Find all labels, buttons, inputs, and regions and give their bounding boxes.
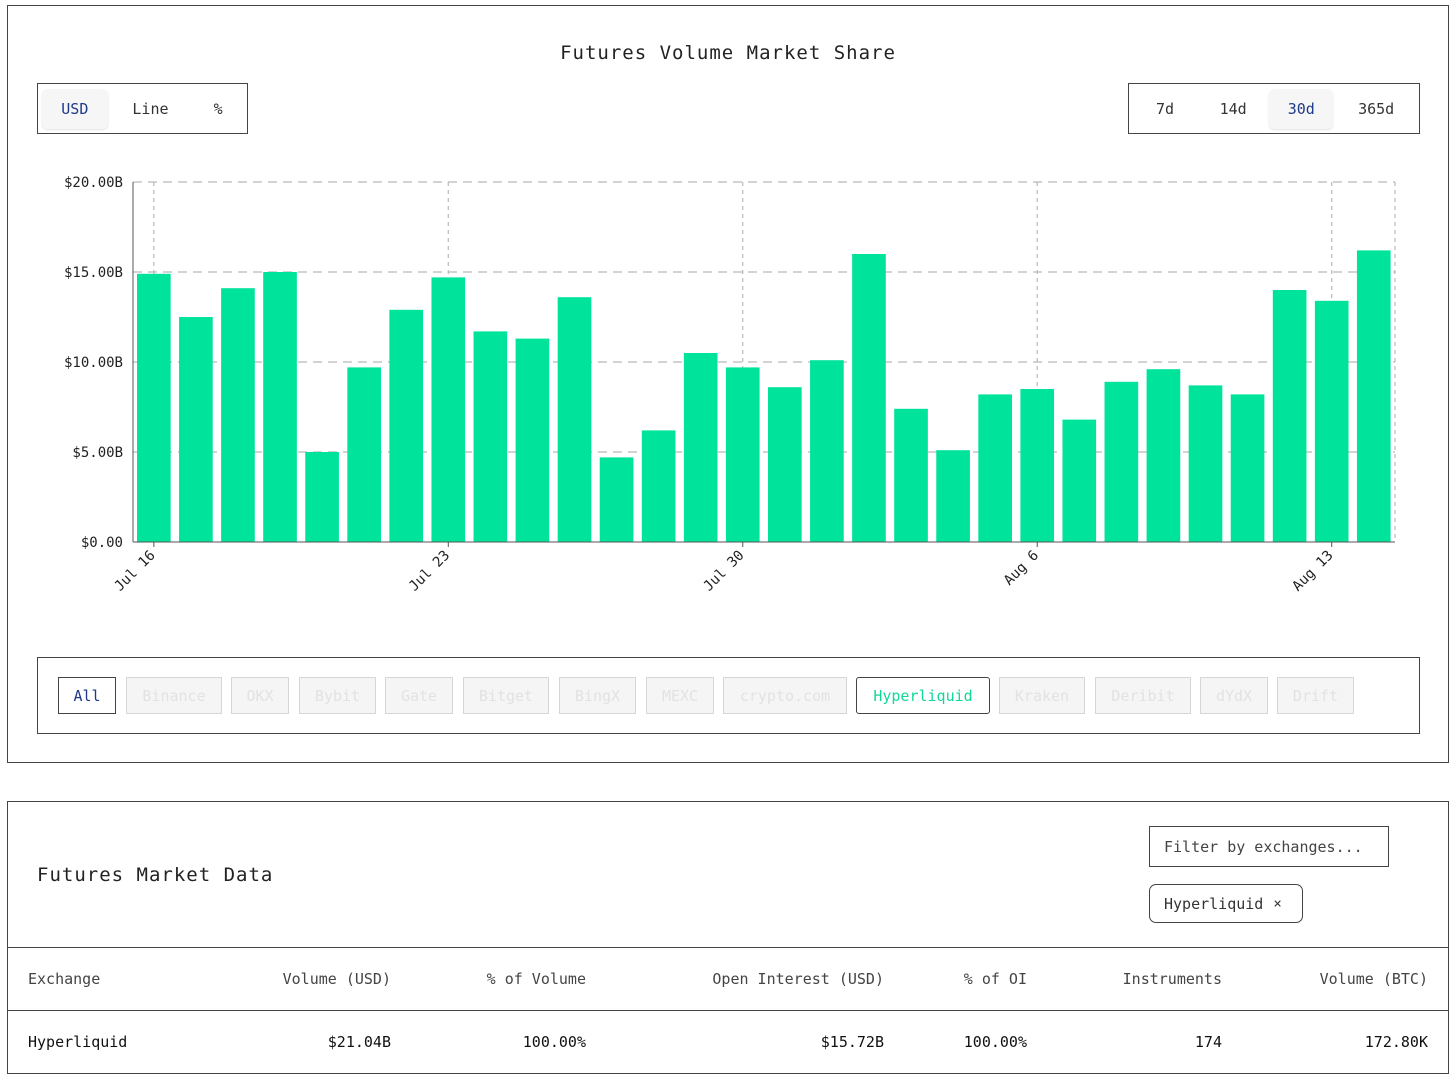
exchange-chip-okx[interactable]: OKX xyxy=(231,677,289,714)
view-option-percent[interactable]: % xyxy=(213,99,223,118)
y-tick-label: $20.00B xyxy=(64,175,123,191)
y-tick-label: $10.00B xyxy=(64,355,123,371)
exchange-chip-crypto-com[interactable]: crypto.com xyxy=(723,677,847,714)
cell-percent-oi: 100.00% xyxy=(963,1033,1027,1052)
column-header-exchange[interactable]: Exchange xyxy=(8,947,168,1011)
exchange-chip-binance[interactable]: Binance xyxy=(126,677,222,714)
remove-filter-icon[interactable]: × xyxy=(1273,895,1282,912)
column-header-instruments[interactable]: Instruments xyxy=(1047,947,1242,1011)
bar-aug-10 xyxy=(1188,385,1223,542)
bar-jul-16 xyxy=(137,273,171,542)
bar-jul-28 xyxy=(641,430,676,542)
bar-jul-27 xyxy=(599,457,634,542)
column-header-volume-btc[interactable]: Volume (BTC) xyxy=(1242,947,1448,1011)
bar-aug-12 xyxy=(1272,290,1307,542)
bar-aug-2 xyxy=(852,254,886,542)
exchange-chip-bitget[interactable]: Bitget xyxy=(463,677,549,714)
chart-title: Futures Volume Market Share xyxy=(560,42,896,64)
bar-jul-18 xyxy=(221,288,255,542)
bar-jul-20 xyxy=(305,452,339,542)
bar-jul-31 xyxy=(768,387,802,542)
column-header-percent-volume[interactable]: % of Volume xyxy=(411,947,606,1011)
bar-jul-24 xyxy=(473,331,508,542)
view-option-line[interactable]: Line xyxy=(132,99,169,118)
bar-aug-1 xyxy=(810,360,844,542)
cell-volume-btc: 172.80K xyxy=(1364,1033,1428,1052)
bar-jul-19 xyxy=(263,272,297,542)
market-data-table: Exchange Volume (USD) % of Volume Open I… xyxy=(8,947,1448,1074)
bar-jul-29 xyxy=(683,353,718,542)
y-tick-label: $0.00 xyxy=(81,535,123,551)
bar-chart: $0.00 $5.00B $10.00B $15.00B $20.00B Jul 16 Ju… xyxy=(64,175,1396,595)
cell-percent-volume: 100.00% xyxy=(522,1033,586,1052)
bar-aug-8 xyxy=(1104,381,1139,542)
bar-jul-23 xyxy=(431,277,466,542)
chart-panel: Futures Volume Market Share USD Line % 7… xyxy=(7,5,1449,763)
table-row[interactable]: Hyperliquid $21.04B 100.00% $15.72B 100.… xyxy=(8,1011,1448,1074)
range-option-7d[interactable]: 7d xyxy=(1156,99,1175,118)
active-filter-label: Hyperliquid xyxy=(1164,894,1264,913)
market-data-title: Futures Market Data xyxy=(37,864,274,886)
market-data-panel: Futures Market Data Hyperliquid × Exchan… xyxy=(7,801,1449,1074)
exchange-filter-input[interactable] xyxy=(1149,826,1389,867)
exchange-chip-kraken[interactable]: Kraken xyxy=(999,677,1085,714)
exchange-chip-hyperliquid[interactable]: Hyperliquid xyxy=(856,677,990,714)
exchange-chip-deribit[interactable]: Deribit xyxy=(1095,677,1191,714)
exchange-chip-all[interactable]: All xyxy=(58,677,116,714)
view-toggle: USD Line % xyxy=(37,83,248,134)
exchange-chip-drift[interactable]: Drift xyxy=(1277,677,1354,714)
range-toggle: 7d 14d 30d 365d xyxy=(1128,83,1420,134)
column-header-percent-oi[interactable]: % of OI xyxy=(904,947,1047,1011)
x-tick-label: Jul 23 xyxy=(406,548,453,595)
bar-aug-6 xyxy=(1020,389,1055,542)
exchange-chip-bybit[interactable]: Bybit xyxy=(299,677,376,714)
bar-aug-14 xyxy=(1356,250,1391,542)
exchange-chip-dydx[interactable]: dYdX xyxy=(1200,677,1268,714)
x-tick-label: Jul 30 xyxy=(701,548,748,595)
y-tick-label: $15.00B xyxy=(64,265,123,281)
cell-volume-usd: $21.04B xyxy=(327,1033,391,1052)
x-tick-label: Jul 16 xyxy=(112,548,159,595)
table-header-row: Exchange Volume (USD) % of Volume Open I… xyxy=(8,947,1448,1011)
active-filter-tag: Hyperliquid × xyxy=(1149,884,1303,923)
x-tick-label: Aug 13 xyxy=(1289,548,1336,595)
bar-aug-5 xyxy=(978,394,1012,542)
range-option-365d[interactable]: 365d xyxy=(1358,99,1395,118)
cell-exchange: Hyperliquid xyxy=(28,1033,128,1052)
view-option-usd[interactable]: USD xyxy=(42,88,108,129)
cell-instruments: 174 xyxy=(1194,1033,1222,1052)
cell-open-interest: $15.72B xyxy=(820,1033,884,1052)
range-option-14d[interactable]: 14d xyxy=(1219,99,1247,118)
exchange-chip-bingx[interactable]: BingX xyxy=(559,677,636,714)
bar-jul-21 xyxy=(347,367,381,542)
exchange-chip-gate[interactable]: Gate xyxy=(385,677,453,714)
bar-aug-7 xyxy=(1062,419,1097,542)
exchange-chip-mexc[interactable]: MEXC xyxy=(646,677,714,714)
bar-jul-26 xyxy=(557,297,592,542)
bar-aug-13 xyxy=(1314,300,1349,542)
y-tick-label: $5.00B xyxy=(72,445,123,461)
column-header-volume-usd[interactable]: Volume (USD) xyxy=(168,947,411,1011)
bar-jul-30 xyxy=(725,367,760,542)
bar-jul-22 xyxy=(389,309,424,542)
bar-jul-25 xyxy=(515,338,550,542)
bar-aug-9 xyxy=(1146,369,1181,542)
column-header-open-interest[interactable]: Open Interest (USD) xyxy=(606,947,904,1011)
x-tick-label: Aug 6 xyxy=(1001,548,1042,589)
bar-aug-3 xyxy=(894,408,928,542)
exchange-filter-bar: All Binance OKX Bybit Gate Bitget BingX … xyxy=(37,657,1420,734)
bar-aug-11 xyxy=(1230,394,1265,542)
bar-jul-17 xyxy=(179,317,213,542)
range-option-30d[interactable]: 30d xyxy=(1269,88,1334,129)
bar-aug-4 xyxy=(936,450,970,542)
